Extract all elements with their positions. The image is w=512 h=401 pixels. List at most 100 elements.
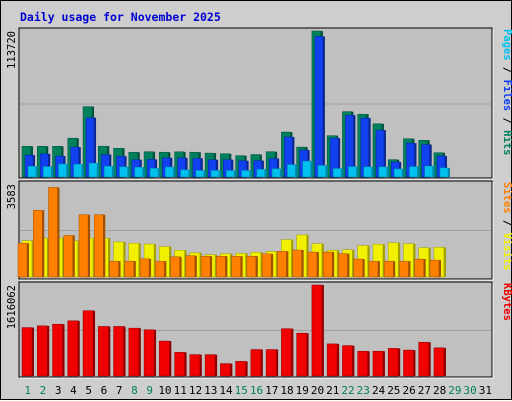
panel-legend: Pages / Files / Hits: [501, 29, 512, 155]
bar-pages: [287, 164, 296, 178]
bar-sites: [155, 260, 165, 278]
bar-sites: [307, 251, 318, 278]
bar-pages: [119, 166, 128, 178]
x-tick-label: 30: [463, 384, 476, 397]
bar-sites: [109, 260, 119, 278]
x-tick-label: 5: [85, 384, 92, 397]
bar-pages: [165, 166, 174, 178]
bar-sites: [216, 255, 226, 278]
x-tick-label: 13: [204, 384, 217, 397]
bar-pages: [226, 170, 235, 178]
legend-entry: Hits: [501, 130, 512, 155]
x-tick-label: 19: [296, 384, 309, 397]
bar-sites: [353, 258, 363, 278]
panel-hits: 113720 Pages / Files / Hits: [6, 27, 512, 180]
bar-pages: [27, 166, 37, 178]
panel-max-label: 1616062: [6, 285, 18, 329]
bar-kbytes: [159, 340, 170, 377]
bar-sites: [399, 260, 409, 278]
bar-kbytes: [418, 341, 429, 377]
bar-kbytes: [357, 350, 368, 377]
legend-entry: Pages: [501, 29, 512, 61]
bar-kbytes: [82, 310, 94, 377]
x-tick-label: 11: [174, 384, 187, 397]
bar-pages: [302, 160, 311, 178]
bar-kbytes: [326, 343, 338, 377]
bar-sites: [338, 253, 348, 278]
bar-pages: [348, 166, 357, 178]
bar-pages: [195, 170, 205, 178]
bar-sites: [185, 255, 196, 278]
bar-sites: [139, 258, 150, 278]
bar-kbytes: [387, 348, 399, 377]
legend-entry: /: [501, 61, 512, 80]
x-tick-label: 10: [158, 384, 171, 397]
bar-kbytes: [372, 350, 384, 377]
x-tick-label: 25: [387, 384, 400, 397]
x-tick-label: 22: [341, 384, 354, 397]
bar-sites: [246, 255, 257, 278]
bar-sites: [94, 214, 104, 278]
bar-kbytes: [204, 354, 216, 377]
bar-sites: [200, 255, 211, 278]
bar-sites: [17, 243, 28, 278]
bar-sites: [48, 187, 58, 278]
x-tick-label: 6: [101, 384, 108, 397]
bar-kbytes: [220, 363, 231, 377]
bar-pages: [180, 169, 189, 178]
bar-kbytes: [113, 326, 124, 377]
bar-sites: [383, 260, 394, 278]
x-tick-label: 29: [448, 384, 461, 397]
bar-kbytes: [37, 325, 48, 377]
bar-sites: [292, 249, 302, 278]
bar-pages: [363, 166, 372, 178]
bar-pages: [73, 163, 83, 178]
bar-kbytes: [265, 349, 277, 377]
bar-pages: [271, 168, 281, 178]
bar-pages: [439, 167, 449, 178]
x-tick-label: 23: [357, 384, 370, 397]
x-tick-label: 21: [326, 384, 339, 397]
bar-kbytes: [281, 328, 292, 377]
bar-pages: [393, 168, 403, 178]
x-tick-label: 15: [235, 384, 248, 397]
bar-pages: [241, 170, 250, 178]
x-tick-label: 28: [433, 384, 446, 397]
legend-entry: KBytes: [501, 283, 512, 321]
chart-title: Daily usage for November 2025: [20, 10, 221, 24]
x-tick-label: 3: [55, 384, 62, 397]
panel-legend: Sites / Visits: [501, 182, 512, 271]
x-tick-label: 1: [24, 384, 31, 397]
bar-kbytes: [52, 323, 63, 377]
panel-kbytes: 1616062 KBytes: [6, 281, 512, 379]
bar-pages: [43, 166, 52, 178]
x-tick-label: 4: [70, 384, 77, 397]
x-tick-label: 26: [402, 384, 415, 397]
panel-legend: KBytes: [501, 283, 512, 321]
bar-kbytes: [21, 327, 33, 377]
bar-pages: [104, 165, 113, 178]
bar-kbytes: [128, 327, 140, 377]
bar-sites: [170, 256, 180, 278]
x-tick-label: 16: [250, 384, 263, 397]
bar-pages: [58, 163, 67, 178]
bar-sites: [322, 251, 333, 278]
bar-sites: [33, 210, 43, 278]
bar-pages: [409, 166, 418, 178]
panel-max-label: 113720: [6, 31, 18, 69]
bar-pages: [256, 169, 266, 178]
x-tick-label: 14: [219, 384, 233, 397]
x-tick-label: 20: [311, 384, 324, 397]
legend-entry: Files: [501, 80, 512, 112]
x-tick-label: 9: [146, 384, 153, 397]
bar-kbytes: [235, 361, 246, 377]
x-tick-label: 2: [40, 384, 47, 397]
bar-pages: [149, 168, 159, 178]
bar-sites: [124, 260, 135, 278]
bar-kbytes: [311, 284, 323, 377]
bar-kbytes: [189, 354, 201, 377]
bar-kbytes: [174, 352, 185, 377]
panel-max-label: 3583: [6, 184, 18, 209]
